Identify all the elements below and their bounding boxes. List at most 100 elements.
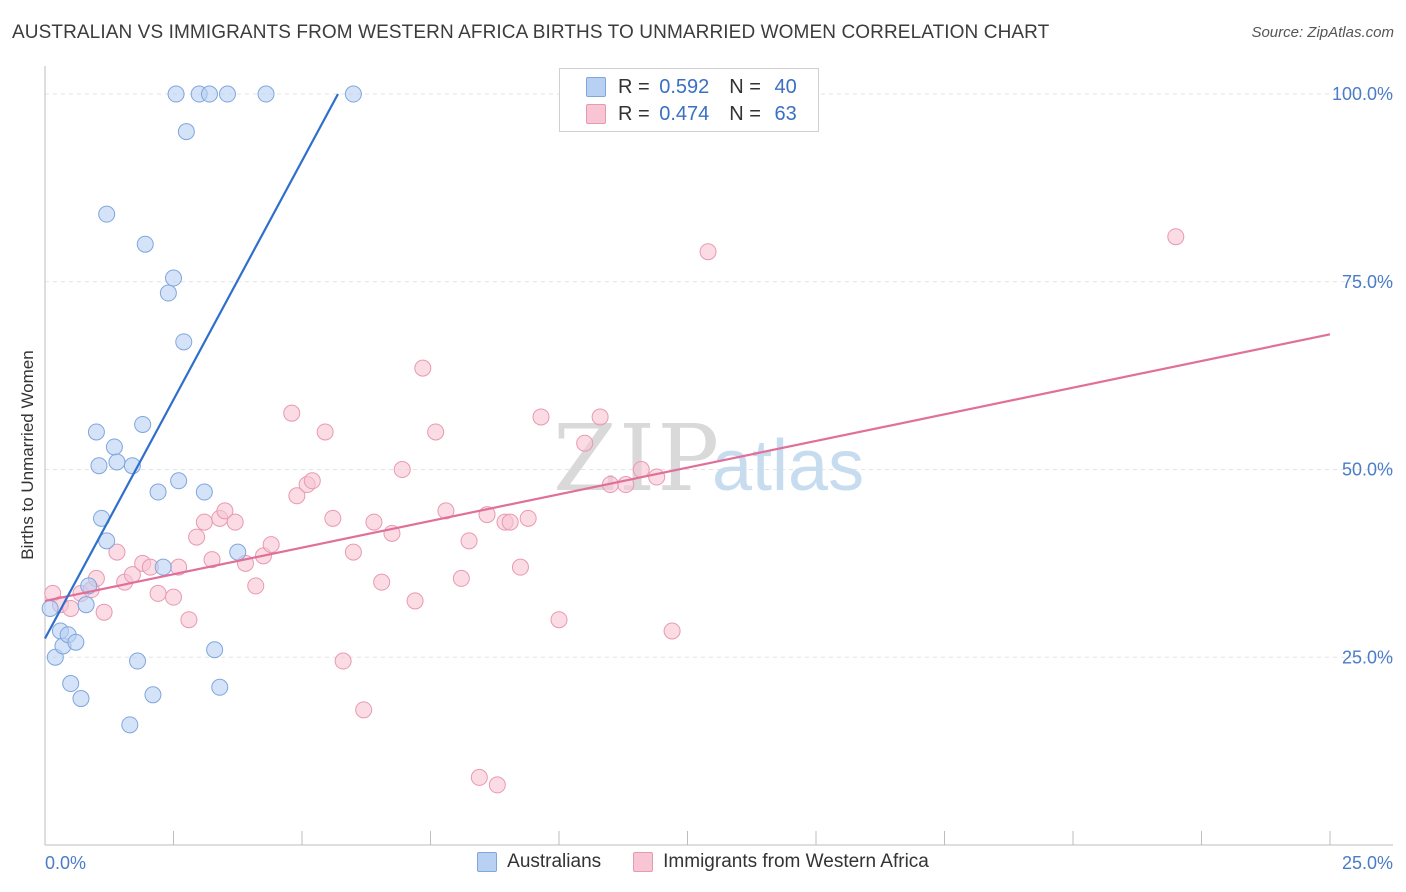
data-point-australians	[108, 453, 126, 471]
data-point-immigrants	[303, 472, 321, 490]
data-point-immigrants	[511, 558, 529, 576]
data-point-immigrants	[365, 513, 383, 531]
axes	[44, 66, 1393, 846]
data-point-australians	[149, 483, 167, 501]
data-point-immigrants	[355, 701, 373, 719]
data-point-immigrants	[203, 551, 221, 569]
data-point-australians	[175, 333, 193, 351]
y-tick-label: 50.0%	[1342, 460, 1393, 480]
legend-item-label: Australians	[507, 851, 602, 872]
watermark-zip: ZIP	[553, 405, 721, 512]
legend-swatch-pink	[586, 104, 606, 124]
legend-n-value: 40	[774, 75, 797, 98]
data-point-australians	[218, 85, 236, 103]
data-point-australians	[170, 472, 188, 490]
data-point-immigrants	[324, 509, 342, 527]
data-point-australians	[344, 85, 362, 103]
data-point-immigrants	[95, 603, 113, 621]
data-point-australians	[257, 85, 275, 103]
data-point-australians	[62, 675, 80, 693]
data-point-australians	[177, 123, 195, 141]
data-point-australians	[167, 85, 185, 103]
legend-r-label: R =	[618, 75, 656, 98]
data-point-immigrants	[283, 404, 301, 422]
data-point-immigrants	[576, 434, 594, 452]
y-tick-label: 75.0%	[1342, 272, 1393, 292]
data-point-immigrants	[247, 577, 265, 595]
data-point-australians	[72, 690, 90, 708]
watermark: ZIP atlas	[553, 405, 864, 512]
data-point-immigrants	[452, 569, 470, 587]
legend-swatch-blue	[586, 77, 606, 97]
data-point-australians	[154, 558, 172, 576]
data-point-immigrants	[414, 359, 432, 377]
legend-item-australians: Australians	[477, 851, 601, 873]
data-point-immigrants	[195, 513, 213, 531]
data-point-immigrants	[316, 423, 334, 441]
data-point-australians	[165, 269, 182, 287]
data-point-immigrants	[393, 461, 411, 479]
data-point-australians	[136, 235, 154, 253]
data-point-australians	[121, 716, 139, 734]
legend-swatch-blue	[477, 852, 498, 872]
watermark-atlas: atlas	[712, 426, 864, 506]
data-point-immigrants	[188, 528, 206, 546]
series-legend: Australians Immigrants from Western Afri…	[0, 851, 1406, 873]
data-point-australians	[144, 686, 162, 704]
legend-item-immigrants: Immigrants from Western Africa	[633, 851, 929, 873]
data-point-immigrants	[663, 622, 681, 640]
data-point-immigrants	[180, 611, 198, 629]
source-credit: Source: ZipAtlas.com	[1251, 24, 1394, 41]
data-point-immigrants	[460, 532, 478, 550]
legend-row-australians: R = 0.592 N = 40	[586, 75, 797, 99]
data-point-immigrants	[373, 573, 391, 591]
legend-n-value: 63	[774, 102, 797, 125]
data-point-australians	[211, 678, 229, 696]
data-point-immigrants	[550, 611, 568, 629]
chart-title: AUSTRALIAN VS IMMIGRANTS FROM WESTERN AF…	[12, 22, 1050, 43]
data-point-australians	[129, 652, 147, 670]
data-point-immigrants	[334, 652, 352, 670]
data-point-immigrants	[591, 408, 609, 426]
series-australians-points	[41, 85, 362, 734]
data-point-immigrants	[427, 423, 445, 441]
data-point-australians	[77, 596, 95, 614]
data-point-immigrants	[699, 243, 717, 261]
x-tick-label: 0.0%	[45, 853, 86, 873]
legend-r-value: 0.592	[659, 75, 710, 98]
data-point-immigrants	[216, 502, 234, 520]
x-tick-labels: 0.0% 25.0%	[45, 853, 1393, 873]
grid-lines	[45, 93, 1393, 658]
data-point-immigrants	[149, 584, 167, 602]
legend-row-immigrants: R = 0.474 N = 63	[586, 102, 797, 126]
data-point-immigrants	[108, 543, 126, 561]
data-point-australians	[98, 205, 116, 223]
data-point-australians	[134, 415, 152, 433]
trend-line-immigrants	[44, 333, 1331, 603]
data-point-immigrants	[648, 468, 666, 486]
data-point-australians	[67, 633, 85, 651]
data-point-australians	[87, 423, 105, 441]
data-point-immigrants	[288, 487, 306, 505]
legend-r-label: R =	[618, 102, 656, 125]
data-point-australians	[41, 599, 59, 617]
legend-r-value: 0.474	[659, 102, 710, 125]
data-point-immigrants	[488, 776, 506, 794]
legend-item-label: Immigrants from Western Africa	[663, 851, 929, 872]
correlation-legend: R = 0.592 N = 40 R = 0.474 N = 63	[559, 68, 819, 132]
y-tick-labels: 25.0% 50.0% 75.0% 100.0%	[1332, 84, 1393, 667]
legend-n-label: N =	[729, 102, 767, 125]
data-point-australians	[105, 438, 123, 456]
y-tick-label: 100.0%	[1332, 84, 1393, 104]
data-point-immigrants	[226, 513, 244, 531]
data-point-immigrants	[519, 509, 537, 527]
legend-swatch-pink	[633, 852, 654, 872]
data-point-australians	[159, 284, 177, 302]
data-point-immigrants	[532, 408, 550, 426]
legend-n-label: N =	[729, 75, 767, 98]
data-point-australians	[90, 457, 108, 475]
data-point-immigrants	[344, 543, 362, 561]
data-point-immigrants	[1167, 228, 1185, 246]
y-tick-label: 25.0%	[1342, 647, 1393, 667]
